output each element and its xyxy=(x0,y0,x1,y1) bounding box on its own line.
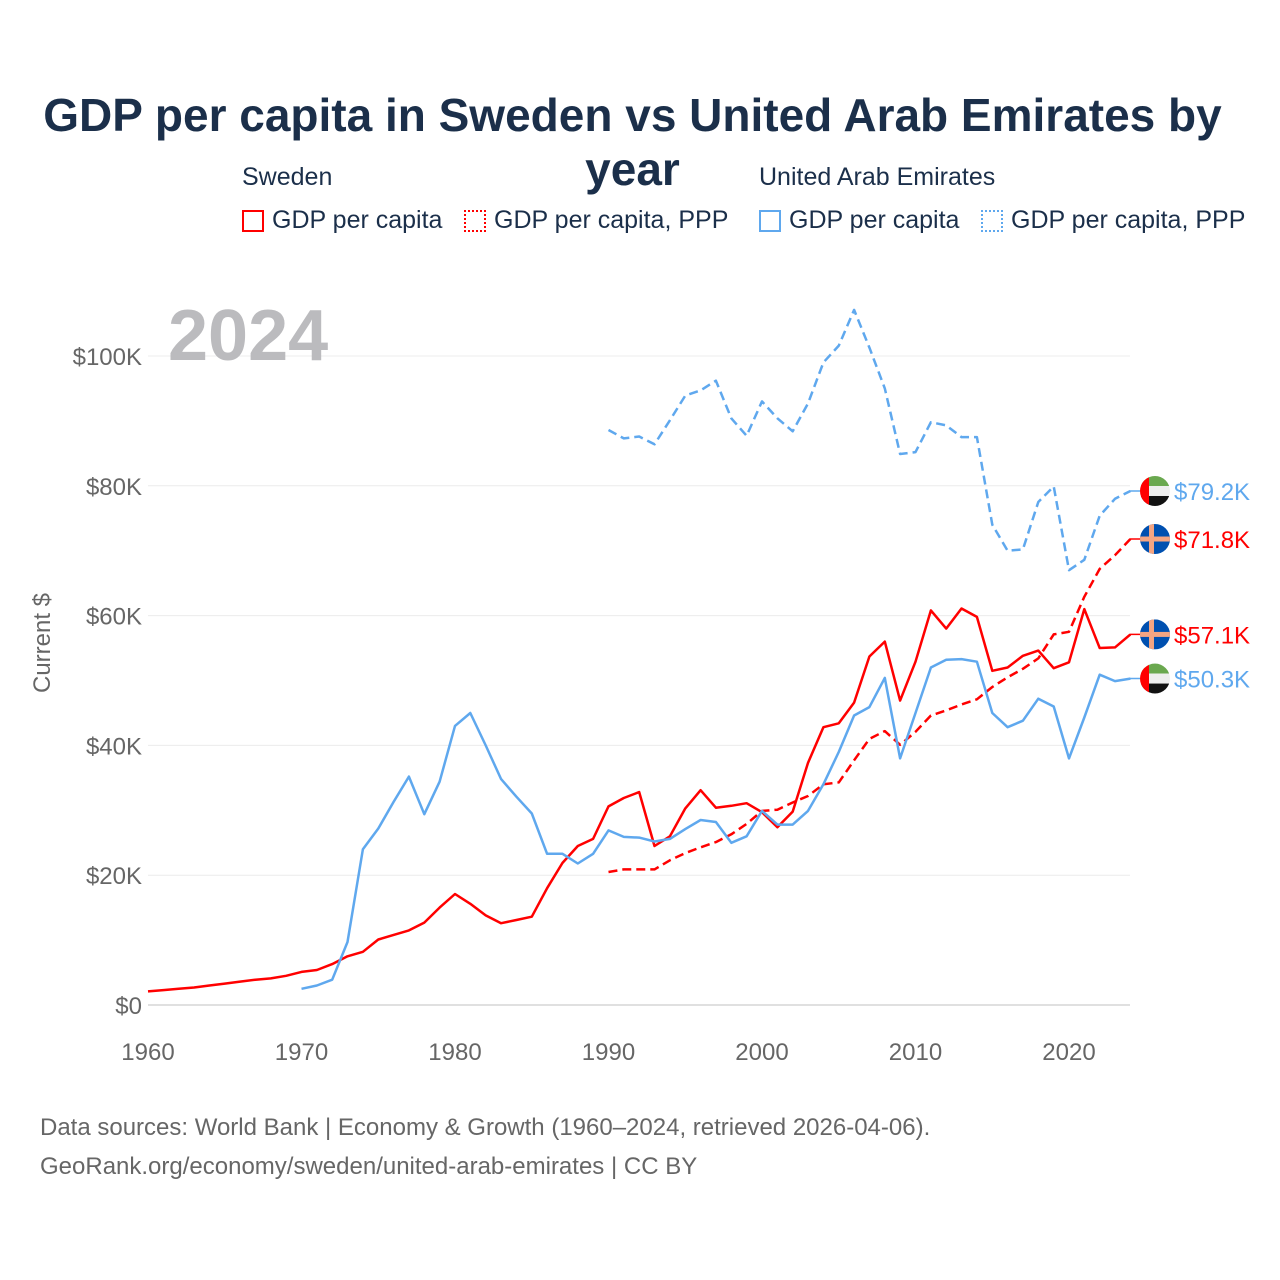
series-line-united-arab-emirates-gdp-per-capita xyxy=(301,657,1131,991)
x-tick-label: 1980 xyxy=(428,1039,481,1066)
flag-stripe xyxy=(1140,673,1170,684)
legend-label: GDP per capita xyxy=(272,206,443,234)
legend-group-sweden: Sweden xyxy=(242,163,333,191)
flag-stripe xyxy=(1140,475,1170,486)
flag-stripe xyxy=(1140,495,1170,506)
end-value-label: $50.3K xyxy=(1174,667,1250,694)
y-tick-label: $100K xyxy=(73,344,142,371)
x-tick-label: 1960 xyxy=(121,1039,174,1066)
y-tick-label: $20K xyxy=(86,863,142,890)
flag-body xyxy=(1140,619,1170,650)
legend-label: GDP per capita, PPP xyxy=(494,206,729,234)
flag-cross xyxy=(1140,536,1170,542)
x-tick-label: 1990 xyxy=(582,1039,635,1066)
flag-stripe xyxy=(1140,485,1170,496)
chart-title: GDP per capita in Sweden vs United Arab … xyxy=(43,89,1222,195)
sweden-flag-icon xyxy=(1140,619,1170,650)
legend-swatch-dotted-blue xyxy=(981,209,1003,232)
series-line-united-arab-emirates-gdp-per-capita-ppp xyxy=(607,308,1131,572)
y-tick-label: $40K xyxy=(86,733,142,760)
source-url[interactable]: GeoRank.org/economy/sweden/united-arab-e… xyxy=(40,1153,698,1180)
y-tick-label: $0 xyxy=(115,993,142,1020)
x-tick-label: 2010 xyxy=(889,1039,942,1066)
flag-stripe xyxy=(1140,683,1170,694)
end-value-label: $71.8K xyxy=(1174,527,1250,554)
y-tick-label: $80K xyxy=(86,474,142,501)
end-value-label: $79.2K xyxy=(1174,479,1250,506)
x-tick-label: 1970 xyxy=(275,1039,328,1066)
flag-body xyxy=(1140,475,1170,506)
flag-cross xyxy=(1140,631,1170,637)
legend-sweden-gdp[interactable]: GDP per capita xyxy=(242,206,442,235)
data-source-note: Data sources: World Bank | Economy & Gro… xyxy=(40,1114,931,1141)
flag-cross xyxy=(1149,524,1154,555)
legend-uae-ppp[interactable]: GDP per capita, PPP xyxy=(981,206,1245,235)
x-tick-label: 2020 xyxy=(1042,1039,1095,1066)
end-value-label: $57.1K xyxy=(1174,622,1250,649)
series-line-sweden-gdp-per-capita xyxy=(147,607,1132,993)
flag-stripe xyxy=(1140,663,1170,674)
footer: Data sources: World Bank | Economy & Gro… xyxy=(40,1108,930,1186)
series-line-sweden-gdp-per-capita-ppp xyxy=(608,538,1132,874)
x-tick-label: 2000 xyxy=(735,1039,788,1066)
flag-stripe xyxy=(1140,475,1149,506)
legend-group-uae: United Arab Emirates xyxy=(759,163,996,191)
sweden-flag-icon xyxy=(1140,524,1170,555)
flag-body xyxy=(1140,663,1170,694)
legend-swatch-solid-red xyxy=(242,209,264,232)
year-watermark: 2024 xyxy=(168,296,328,376)
legend-uae-gdp[interactable]: GDP per capita xyxy=(759,206,959,235)
y-tick-label: $60K xyxy=(86,604,142,631)
flag-body xyxy=(1140,524,1170,555)
legend-label: GDP per capita xyxy=(789,206,960,234)
legend-label: GDP per capita, PPP xyxy=(1011,206,1246,234)
legend-swatch-dotted-red xyxy=(464,209,486,232)
y-axis-label: Current $ xyxy=(29,593,56,693)
flag-cross xyxy=(1149,619,1154,650)
legend-swatch-solid-blue xyxy=(759,209,781,232)
uae-flag-icon xyxy=(1140,663,1170,694)
legend-sweden-ppp[interactable]: GDP per capita, PPP xyxy=(464,206,728,235)
flag-stripe xyxy=(1140,663,1149,694)
uae-flag-icon xyxy=(1140,475,1170,506)
